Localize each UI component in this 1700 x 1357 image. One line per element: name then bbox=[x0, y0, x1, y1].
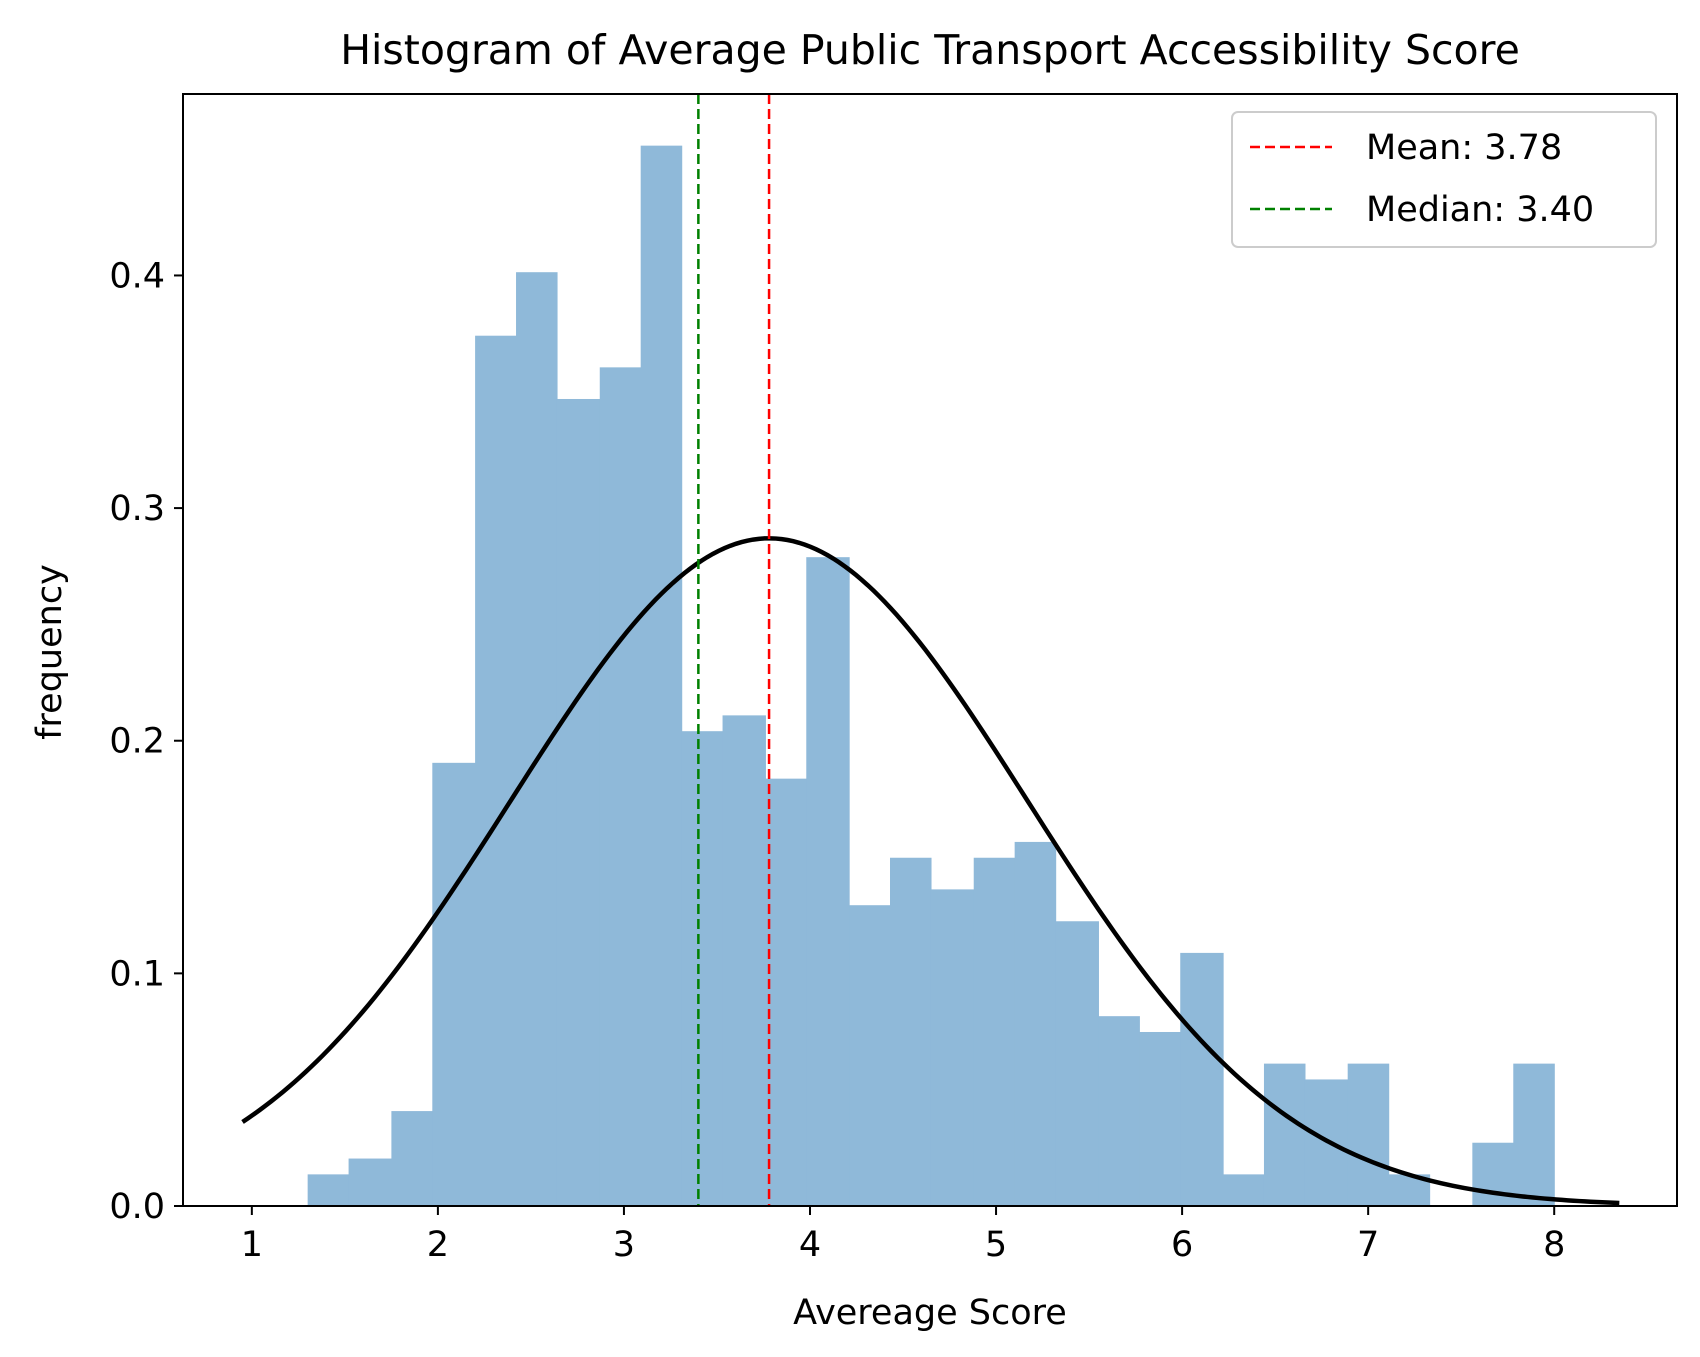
x-tick-label-6: 6 bbox=[1171, 1225, 1193, 1265]
histogram-bar-1 bbox=[348, 1158, 392, 1206]
legend-median-label: Median: 3.40 bbox=[1366, 190, 1594, 230]
histogram-bar-19 bbox=[1098, 1016, 1140, 1206]
x-tick-label-5: 5 bbox=[985, 1225, 1007, 1265]
x-tick-label-8: 8 bbox=[1543, 1225, 1565, 1265]
legend: Mean: 3.78 Median: 3.40 bbox=[1231, 111, 1657, 248]
normal-curve-layer bbox=[241, 536, 1620, 1206]
legend-box bbox=[1231, 111, 1657, 248]
histogram-bar-4 bbox=[475, 335, 517, 1206]
histogram-bar-9 bbox=[681, 731, 724, 1206]
histogram-bar-13 bbox=[849, 905, 891, 1206]
histogram-bar-0 bbox=[307, 1174, 350, 1206]
y-axis-label: frequency bbox=[30, 564, 70, 740]
histogram-bar-11 bbox=[765, 778, 807, 1206]
histogram-bar-2 bbox=[391, 1111, 433, 1206]
histogram-bar-15 bbox=[930, 889, 975, 1206]
histogram-bar-23 bbox=[1263, 1063, 1306, 1206]
x-tick-label-7: 7 bbox=[1357, 1225, 1379, 1265]
reference-lines bbox=[697, 94, 771, 1206]
histogram-bar-14 bbox=[889, 857, 932, 1206]
normal-distribution-curve bbox=[241, 536, 1620, 1206]
histogram-bar-6 bbox=[556, 398, 601, 1206]
histogram-bar-10 bbox=[722, 715, 766, 1206]
histogram-bar-20 bbox=[1139, 1031, 1181, 1206]
legend-mean-label: Mean: 3.78 bbox=[1366, 128, 1562, 168]
histogram-bar-12 bbox=[806, 557, 850, 1206]
histogram-bar-7 bbox=[599, 367, 642, 1206]
x-tick-label-2: 2 bbox=[427, 1225, 449, 1265]
y-tick-label-0: 0.0 bbox=[109, 1187, 165, 1227]
histogram-bar-25 bbox=[1347, 1063, 1390, 1206]
x-tick-label-4: 4 bbox=[799, 1225, 821, 1265]
histogram-bar-29 bbox=[1513, 1063, 1555, 1206]
histogram-bar-21 bbox=[1180, 952, 1224, 1206]
y-tick-label-2: 0.2 bbox=[109, 722, 165, 762]
histogram-bar-18 bbox=[1055, 921, 1099, 1206]
chart-title: Histogram of Average Public Transport Ac… bbox=[340, 26, 1520, 74]
histogram-bars bbox=[307, 145, 1555, 1207]
x-tick-label-1: 1 bbox=[241, 1225, 263, 1265]
histogram-bar-17 bbox=[1014, 841, 1057, 1206]
y-axis-ticks: 0.0 0.1 0.2 0.3 0.4 bbox=[109, 256, 183, 1227]
histogram-bar-16 bbox=[973, 857, 1016, 1206]
x-tick-label-3: 3 bbox=[613, 1225, 635, 1265]
histogram-bar-8 bbox=[640, 145, 683, 1207]
x-axis-ticks: 1 2 3 4 5 6 7 8 bbox=[241, 1206, 1565, 1265]
y-tick-label-1: 0.1 bbox=[109, 954, 165, 994]
y-tick-label-3: 0.3 bbox=[109, 489, 165, 529]
histogram-bar-22 bbox=[1223, 1174, 1265, 1206]
plot-area-frame bbox=[182, 93, 1678, 1207]
histogram-bar-3 bbox=[432, 762, 476, 1206]
x-axis-label: Avereage Score bbox=[793, 1293, 1067, 1333]
y-tick-label-4: 0.4 bbox=[109, 256, 165, 296]
